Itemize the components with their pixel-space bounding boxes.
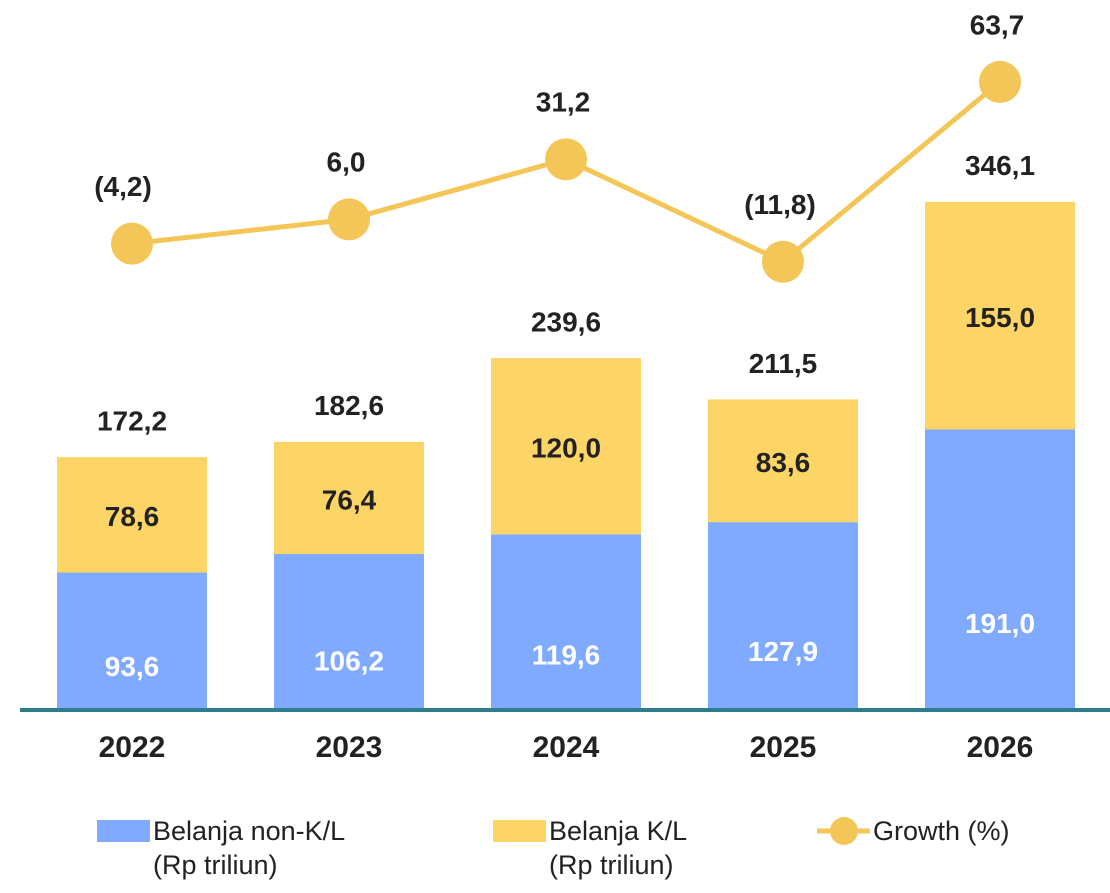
x-tick-label: 2026 — [967, 731, 1034, 764]
legend-swatch — [493, 820, 546, 842]
bar-segment — [925, 429, 1075, 710]
growth-label: (11,8) — [744, 189, 816, 220]
total-label: 211,5 — [749, 348, 818, 379]
x-tick-label: 2023 — [316, 731, 383, 764]
x-tick-label: 2025 — [750, 731, 817, 764]
value-label: 191,0 — [965, 608, 1035, 639]
growth-label: 31,2 — [536, 87, 591, 118]
growth-marker — [328, 198, 370, 241]
value-label: 120,0 — [531, 433, 601, 464]
legend-label: Belanja K/L (Rp triliun) — [549, 816, 687, 880]
legend-label: Belanja non-K/L (Rp triliun) — [153, 816, 345, 880]
legend-label: Growth (%) — [873, 816, 1010, 846]
total-label: 346,1 — [965, 150, 1035, 181]
total-label: 182,6 — [314, 390, 384, 421]
growth-marker — [111, 222, 153, 265]
value-label: 127,9 — [748, 636, 818, 667]
growth-marker — [979, 60, 1021, 103]
value-label: 119,6 — [532, 640, 601, 671]
growth-label: 63,7 — [970, 9, 1025, 40]
bar-segment — [274, 441, 424, 555]
value-label: 106,2 — [314, 646, 384, 677]
value-label: 83,6 — [756, 447, 811, 478]
bar-segment — [57, 457, 207, 573]
growth-label: (4,2) — [94, 171, 152, 202]
bar-segment — [57, 572, 207, 710]
x-tick-label: 2022 — [99, 731, 166, 764]
legend-swatch — [97, 820, 150, 842]
total-label: 239,6 — [531, 306, 601, 337]
growth-marker — [545, 138, 587, 181]
value-label: 93,6 — [105, 651, 160, 682]
growth-marker — [762, 240, 804, 283]
bar-segment — [708, 399, 858, 523]
legend-marker — [830, 817, 858, 845]
value-label: 155,0 — [965, 302, 1035, 333]
bar-segment — [491, 534, 641, 710]
bar-segment — [491, 358, 641, 535]
x-tick-label: 2024 — [533, 731, 600, 764]
bar-segment — [708, 522, 858, 710]
growth-label: 6,0 — [327, 147, 366, 178]
bar-segment — [274, 554, 424, 710]
value-label: 78,6 — [105, 501, 160, 532]
total-label: 172,2 — [97, 405, 167, 436]
bar-segment — [925, 201, 1075, 430]
value-label: 76,4 — [322, 484, 377, 515]
